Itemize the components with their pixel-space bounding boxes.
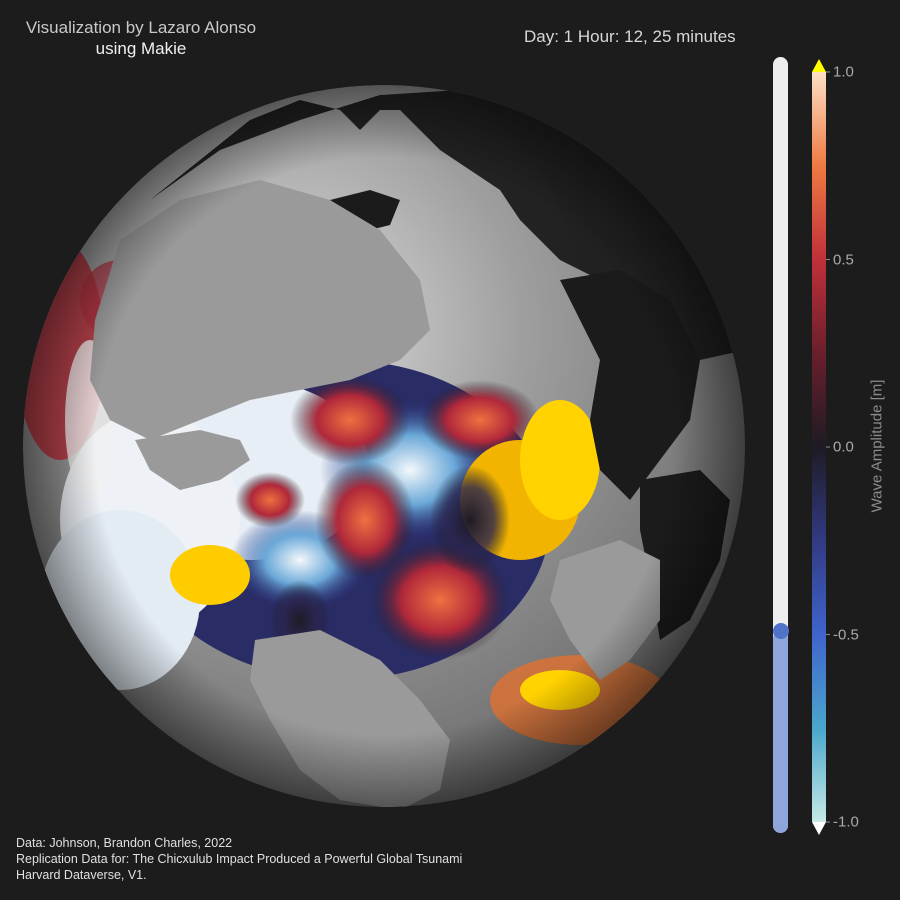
source-line-3: Harvard Dataverse, V1. [16, 868, 147, 882]
credit-line-2: using Makie [95, 39, 187, 58]
colorbar-lowclip-triangle [812, 822, 826, 835]
colorbar-tick-label: -1.0 [833, 813, 859, 831]
time-slider[interactable] [772, 57, 789, 833]
time-slider-knob[interactable] [772, 623, 789, 640]
colorbar-tick-label: -0.5 [833, 626, 859, 643]
time-slider-fill [773, 631, 788, 833]
credit-text: Visualization by Lazaro Alonso using Mak… [16, 17, 266, 59]
colorbar-tick-label: 0.0 [833, 438, 854, 456]
time-label: Day: 1 Hour: 12, 25 minutes [524, 27, 736, 46]
colorbar-gradient [812, 72, 826, 822]
colorbar-highclip-triangle [812, 59, 826, 72]
data-source: Data: Johnson, Brandon Charles, 2022 Rep… [16, 835, 462, 883]
colorbar-tick-label: 0.5 [833, 251, 854, 268]
colorbar-tick-label: 1.0 [833, 63, 854, 81]
source-line-1: Data: Johnson, Brandon Charles, 2022 [16, 836, 233, 850]
source-line-2: Replication Data for: The Chicxulub Impa… [16, 852, 463, 866]
colorbar-label: Wave Amplitude [m] [868, 379, 886, 513]
credit-line-1: Visualization by Lazaro Alonso [25, 18, 257, 37]
